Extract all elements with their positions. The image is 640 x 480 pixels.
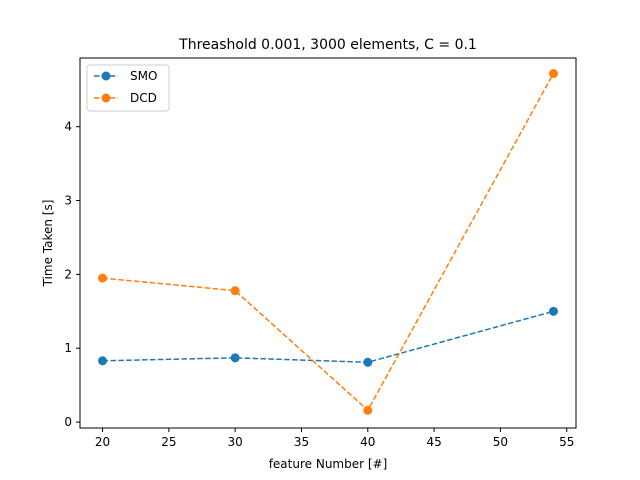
legend: SMO DCD xyxy=(86,64,170,112)
x-tick-label: 55 xyxy=(559,435,574,449)
data-point-dcd xyxy=(548,69,558,79)
x-axis: 20 25 30 35 40 45 50 55 xyxy=(95,428,574,449)
data-point-dcd xyxy=(98,273,108,283)
data-point-smo xyxy=(363,357,373,367)
legend-label-dcd: DCD xyxy=(130,91,157,105)
chart-title: Threashold 0.001, 3000 elements, C = 0.1 xyxy=(178,37,477,53)
data-point-smo xyxy=(230,353,240,363)
x-tick-label: 30 xyxy=(228,435,243,449)
x-tick-label: 45 xyxy=(426,435,441,449)
y-tick-label: 1 xyxy=(64,341,72,355)
y-axis-label: Time Taken [s] xyxy=(41,200,55,288)
data-point-dcd xyxy=(363,405,373,415)
legend-marker-smo xyxy=(101,71,111,81)
data-point-smo xyxy=(98,356,108,366)
series-layer xyxy=(98,69,558,415)
data-point-smo xyxy=(548,306,558,316)
x-tick-label: 25 xyxy=(161,435,176,449)
x-axis-label: feature Number [#] xyxy=(269,457,388,471)
plot-area xyxy=(79,57,577,429)
x-tick-label: 50 xyxy=(493,435,508,449)
y-tick-label: 2 xyxy=(64,267,72,281)
legend-marker-dcd xyxy=(101,93,111,103)
x-tick-label: 20 xyxy=(95,435,110,449)
series-line-smo xyxy=(102,310,554,364)
x-tick-label: 35 xyxy=(294,435,309,449)
legend-label-smo: SMO xyxy=(130,69,157,83)
y-axis: 0 1 2 3 4 xyxy=(64,120,80,429)
y-tick-label: 0 xyxy=(64,415,72,429)
x-tick-label: 40 xyxy=(360,435,375,449)
data-point-dcd xyxy=(230,286,240,296)
series-line-dcd xyxy=(102,73,555,412)
y-tick-label: 3 xyxy=(64,194,72,208)
y-tick-label: 4 xyxy=(64,120,72,134)
